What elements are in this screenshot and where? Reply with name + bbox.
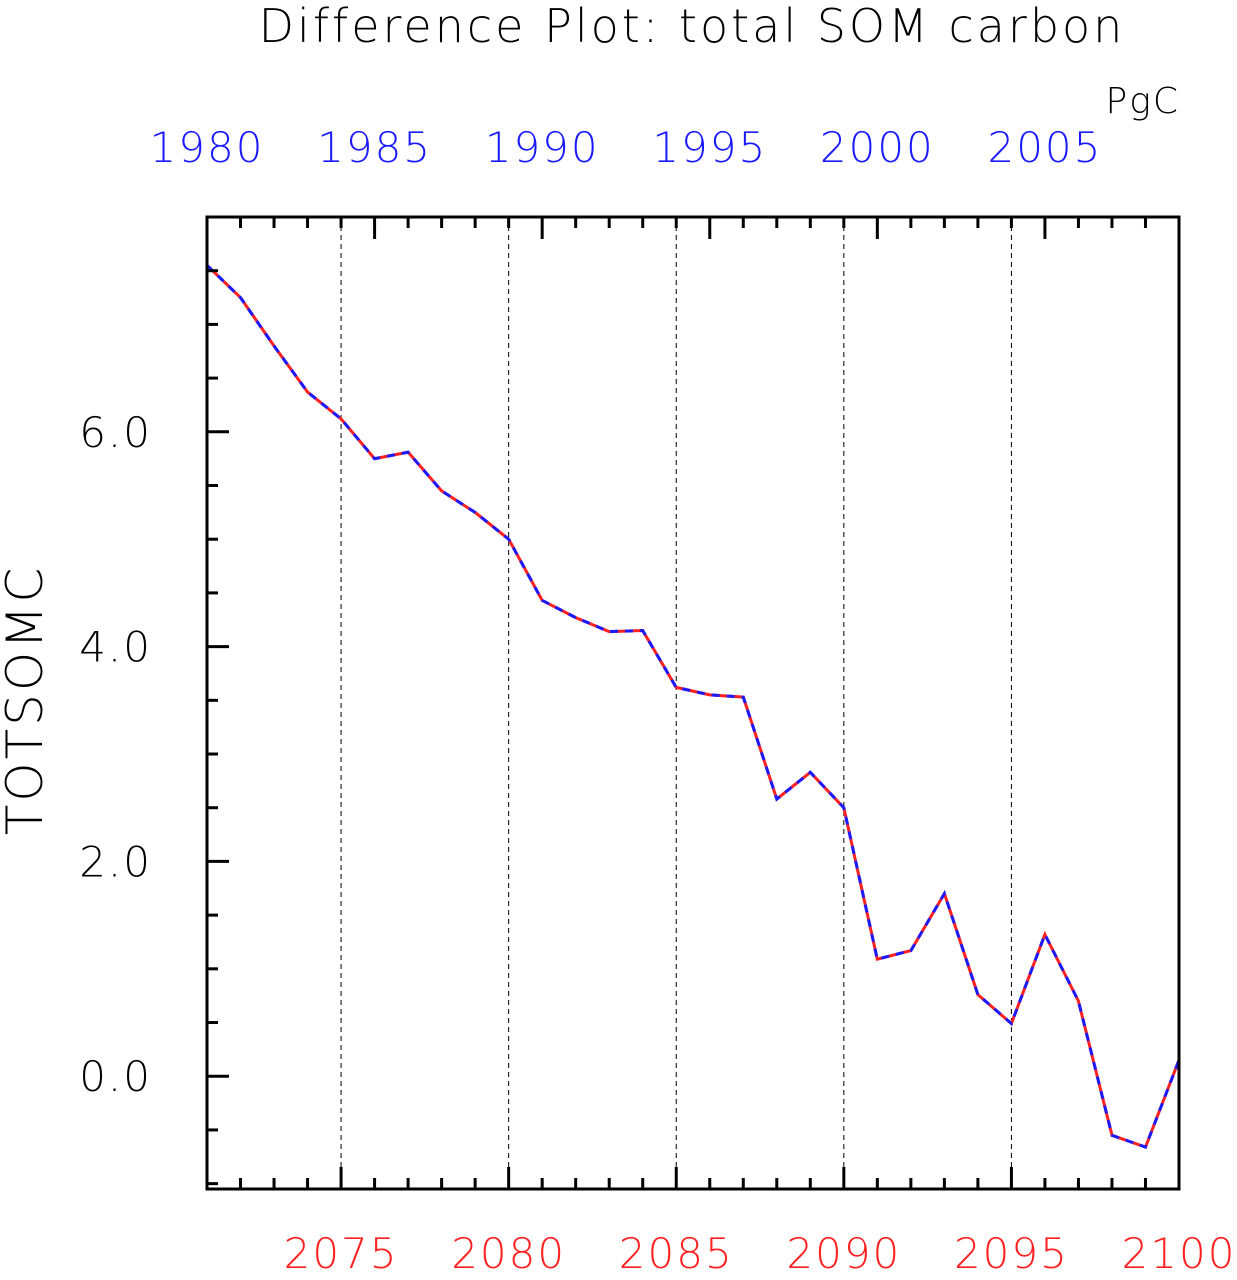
x-tick-label-bottom: 2100 [1122, 1229, 1237, 1278]
tick-marks [205, 215, 1181, 1189]
units-label: PgC [1106, 81, 1180, 122]
y-tick-label: 0.0 [79, 1052, 152, 1101]
tick-labels: 2075 2080 2085 2090 2095 2100 1980 1985 1990 1995… [79, 123, 1237, 1278]
x-tick-label-bottom: 2095 [954, 1229, 1069, 1278]
x-tick-label-bottom: 2085 [619, 1229, 734, 1278]
x-tick-label-top: 1995 [652, 123, 767, 172]
x-tick-label-top: 2005 [987, 123, 1102, 172]
x-tick-label-bottom: 2080 [451, 1229, 566, 1278]
y-axis-label: TOTSOMC [0, 565, 54, 836]
series-line-1 [205, 264, 1181, 1149]
x-tick-label-top: 1985 [317, 123, 432, 172]
y-tick-label: 2.0 [79, 837, 152, 886]
x-tick-label-bottom: 2075 [284, 1229, 399, 1278]
x-tick-label-top: 2000 [820, 123, 935, 172]
series-line-2 [205, 264, 1181, 1149]
y-tick-label: 4.0 [79, 623, 152, 672]
grid-lines [340, 217, 1012, 1189]
y-tick-label: 6.0 [79, 408, 152, 457]
chart-title: Difference Plot: total SOM carbon [259, 0, 1126, 53]
x-tick-label-top: 1990 [485, 123, 600, 172]
x-tick-label-top: 1980 [150, 123, 265, 172]
plot-frame [205, 215, 1181, 1191]
x-tick-label-bottom: 2090 [786, 1229, 901, 1278]
series-group [205, 264, 1181, 1149]
